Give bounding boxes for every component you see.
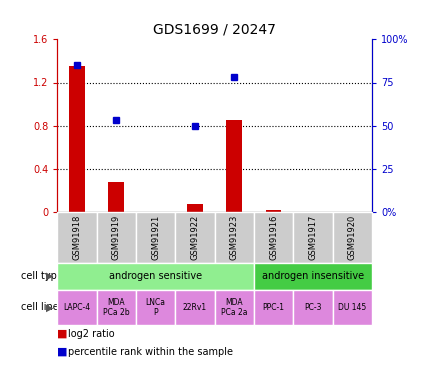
Bar [266, 210, 281, 212]
Text: PC-3: PC-3 [304, 303, 322, 312]
Bar [108, 182, 124, 212]
Text: ▶: ▶ [45, 302, 53, 312]
Text: percentile rank within the sample: percentile rank within the sample [68, 347, 233, 357]
Text: cell type: cell type [21, 271, 63, 281]
Text: GSM91919: GSM91919 [112, 214, 121, 260]
Text: LAPC-4: LAPC-4 [63, 303, 91, 312]
Text: androgen insensitive: androgen insensitive [262, 271, 364, 281]
Bar [227, 120, 242, 212]
Text: 22Rv1: 22Rv1 [183, 303, 207, 312]
Bar [69, 66, 85, 212]
Bar [187, 204, 203, 212]
Text: LNCa
P: LNCa P [146, 298, 166, 317]
Text: GSM91921: GSM91921 [151, 214, 160, 260]
Text: GSM91922: GSM91922 [190, 214, 199, 260]
Text: ■: ■ [57, 347, 68, 357]
Text: PPC-1: PPC-1 [263, 303, 285, 312]
Title: GDS1699 / 20247: GDS1699 / 20247 [153, 23, 276, 37]
Text: GSM91916: GSM91916 [269, 214, 278, 260]
Text: GSM91917: GSM91917 [309, 214, 317, 260]
Text: GSM91918: GSM91918 [73, 214, 82, 260]
Text: log2 ratio: log2 ratio [68, 329, 115, 339]
Text: ▶: ▶ [45, 271, 53, 281]
Text: MDA
PCa 2a: MDA PCa 2a [221, 298, 247, 317]
Text: ■: ■ [57, 329, 68, 339]
Text: androgen sensitive: androgen sensitive [109, 271, 202, 281]
Text: GSM91923: GSM91923 [230, 214, 239, 260]
Text: GSM91920: GSM91920 [348, 214, 357, 260]
Text: DU 145: DU 145 [338, 303, 366, 312]
Text: cell line: cell line [21, 302, 59, 312]
Text: MDA
PCa 2b: MDA PCa 2b [103, 298, 130, 317]
